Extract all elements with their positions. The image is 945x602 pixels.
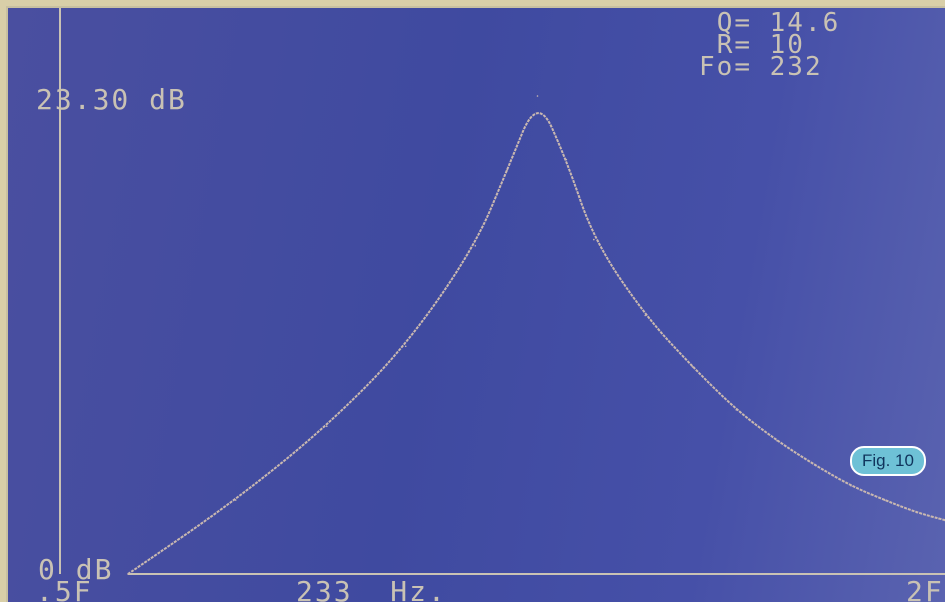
y-min-label: 0 dB xyxy=(38,553,114,586)
response-point xyxy=(776,439,778,442)
response-point xyxy=(326,425,328,428)
param-fo-value: 232 xyxy=(769,52,823,82)
x-unit-label: Hz. xyxy=(390,575,447,602)
param-r: R= 10 xyxy=(666,30,840,60)
response-point xyxy=(234,499,237,501)
param-r-name: R= xyxy=(716,30,752,60)
param-fo-name: Fo= xyxy=(699,52,752,82)
response-point xyxy=(915,511,918,514)
response-point xyxy=(593,238,595,241)
response-point xyxy=(814,464,816,467)
response-point xyxy=(506,169,509,171)
param-q: Q= 14.6 xyxy=(666,8,840,38)
y-max-label: 23.30 dB xyxy=(36,83,187,116)
x-min-label: .5F xyxy=(36,575,93,602)
x-center-label: 233 Hz. xyxy=(296,578,447,602)
response-point xyxy=(850,485,852,487)
response-curve-line xyxy=(127,112,945,575)
response-point xyxy=(884,499,886,501)
response-trace xyxy=(127,95,945,575)
response-point xyxy=(536,95,539,97)
x-center-value: 233 xyxy=(296,575,353,602)
param-q-name: Q= xyxy=(716,8,752,38)
response-point xyxy=(735,409,738,411)
response-point xyxy=(691,366,694,368)
scope-screen: 23.30 dB 0 dB .5F 233 Hz. 2F Q= 14.6 R= … xyxy=(6,6,945,602)
response-point xyxy=(127,573,129,575)
response-point xyxy=(474,245,477,247)
response-point xyxy=(644,314,646,317)
x-max-label: 2F xyxy=(906,575,944,602)
param-q-value: 14.6 xyxy=(769,8,841,38)
figure-badge: Fig. 10 xyxy=(850,446,926,476)
param-r-value: 10 xyxy=(769,30,805,60)
response-plot xyxy=(59,8,945,575)
response-point xyxy=(404,345,407,348)
param-fo: Fo= 232 xyxy=(666,52,840,82)
parameter-readout: Q= 14.6 R= 10 Fo= 232 xyxy=(666,8,840,82)
response-point xyxy=(565,158,568,161)
